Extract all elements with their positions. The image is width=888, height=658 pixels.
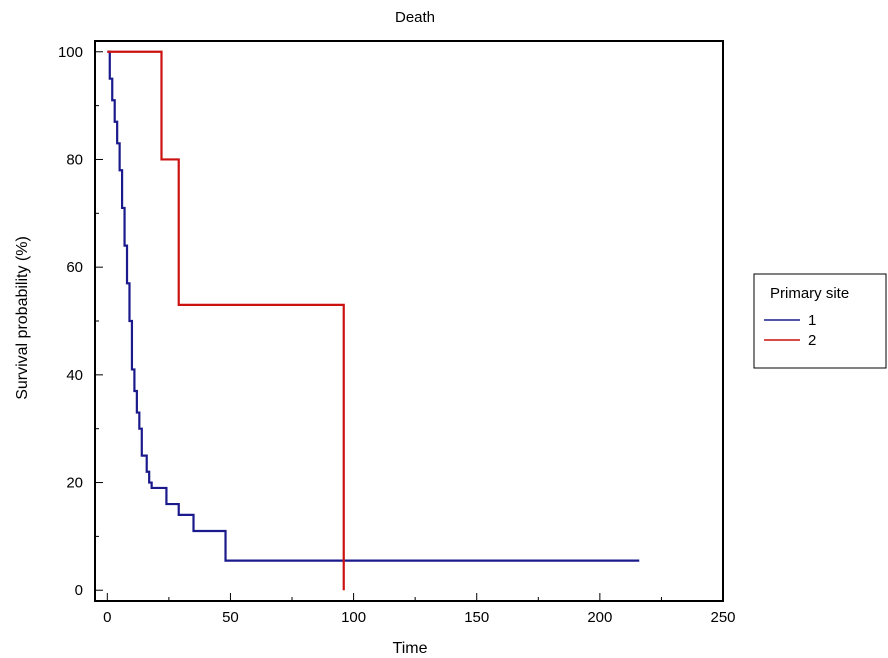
series-line-1 (107, 50, 640, 562)
chart-title: Death (395, 9, 435, 26)
legend: Primary site 12 (753, 273, 887, 369)
legend-title: Primary site (770, 285, 849, 302)
y-tick-label: 80 (66, 151, 83, 168)
y-tick-label: 100 (58, 44, 83, 61)
y-axis-title: Survival probability (%) (14, 236, 31, 400)
y-tick-label: 60 (66, 259, 83, 276)
legend-box (753, 273, 887, 369)
y-tick-label: 20 (66, 475, 83, 492)
y-ticks: 0 20 40 60 80 100 (58, 44, 103, 599)
y-tick-label: 0 (75, 582, 83, 599)
series-line-2 (107, 50, 345, 591)
x-tick-label: 250 (710, 609, 735, 626)
legend-label-2: 2 (808, 332, 816, 349)
y-tick-label: 40 (66, 367, 83, 384)
legend-label-1: 1 (808, 312, 816, 329)
series-layer (107, 50, 640, 591)
x-tick-label: 50 (222, 609, 239, 626)
x-tick-label: 200 (587, 609, 612, 626)
x-tick-label: 100 (341, 609, 366, 626)
legend-entries: 12 (764, 312, 816, 349)
plot-frame (94, 40, 724, 602)
x-tick-label: 150 (464, 609, 489, 626)
x-tick-label: 0 (103, 609, 111, 626)
x-ticks: 0 50 100 150 200 250 (103, 593, 736, 626)
x-axis-title: Time (393, 640, 428, 657)
